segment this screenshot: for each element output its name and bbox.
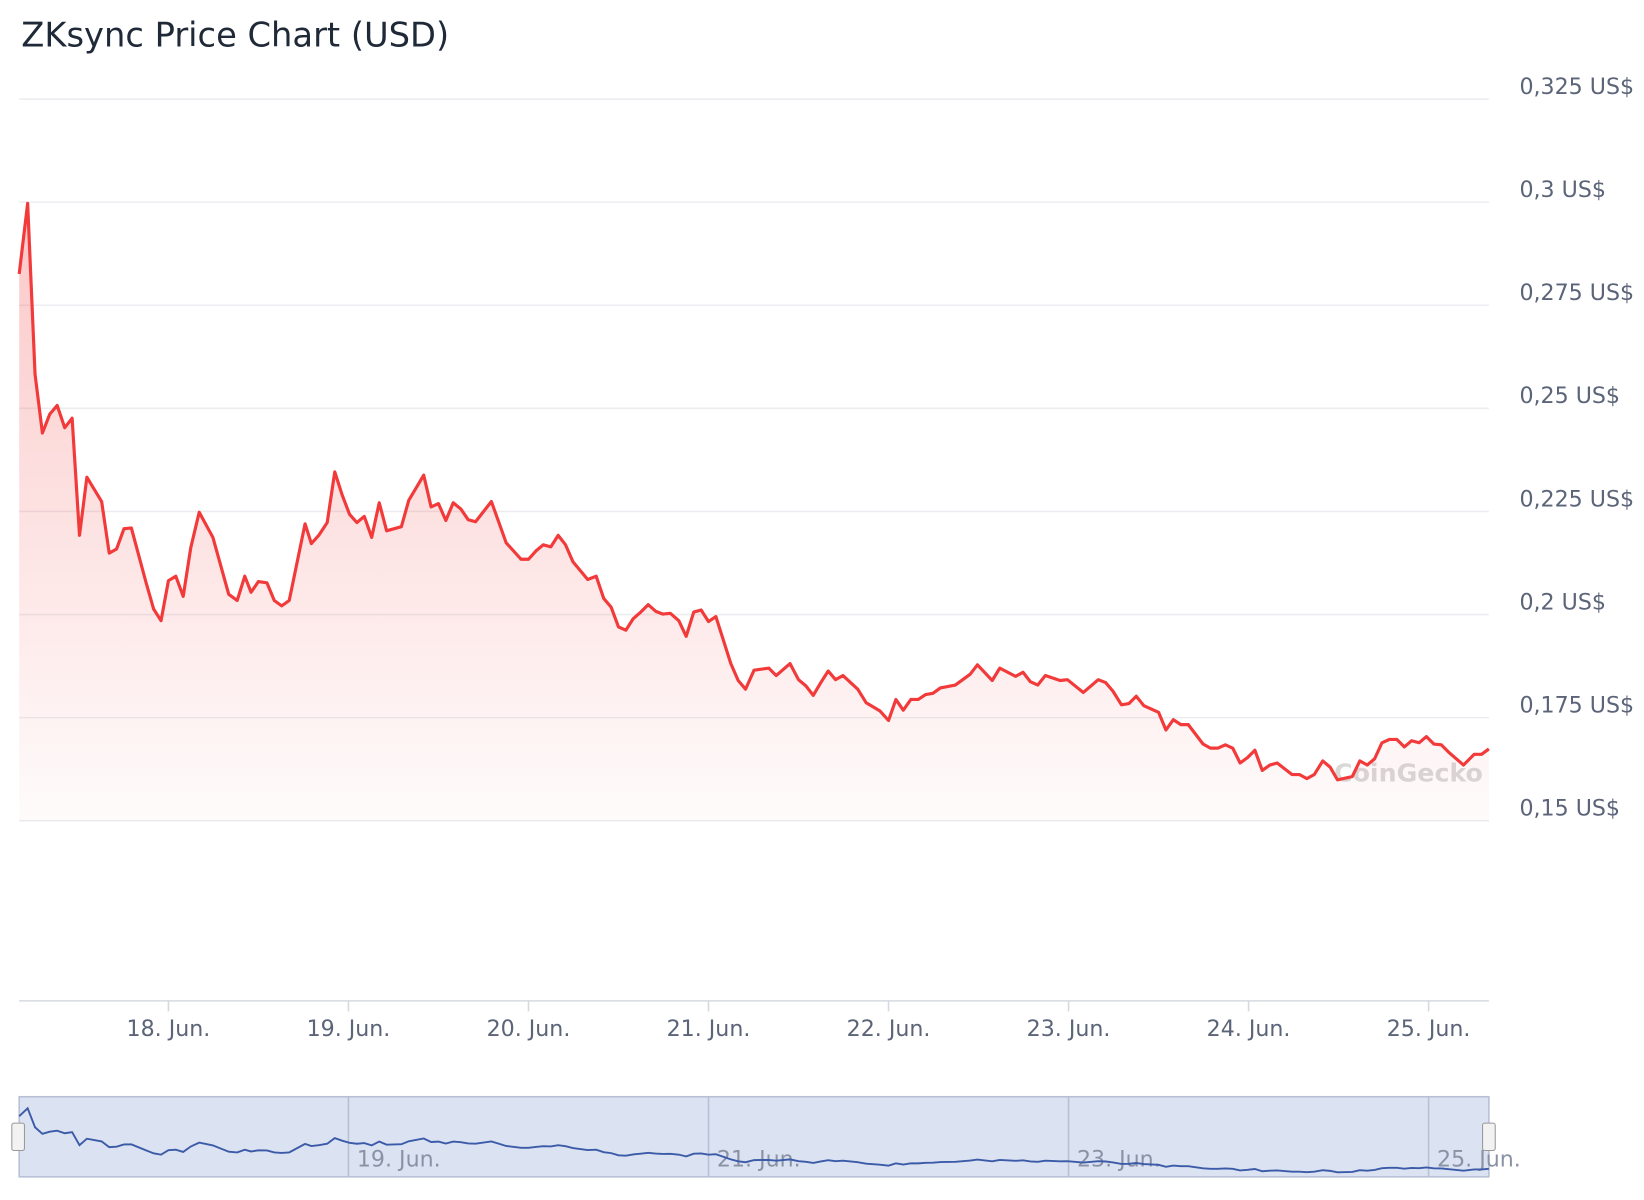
x-tick-label: 19. Jun. — [307, 1016, 391, 1042]
x-axis: 18. Jun. 19. Jun. 20. Jun. 21. Jun. 22. Jun.… — [127, 1000, 1471, 1042]
x-tick-label: 25. Jun. — [1387, 1016, 1471, 1042]
x-tick-label: 21. Jun. — [667, 1016, 751, 1042]
y-tick-label: 0,225 US$ — [1519, 486, 1634, 512]
y-tick-label: 0,2 US$ — [1519, 589, 1605, 615]
y-tick-label: 0,325 US$ — [1519, 74, 1634, 100]
plot: CoinGecko — [17, 201, 1490, 821]
chart-title: ZKsync Price Chart (USD) — [21, 15, 449, 54]
navigator-tick-label: 25. Jun. — [1437, 1146, 1521, 1172]
y-tick-label: 0,275 US$ — [1519, 280, 1634, 306]
navigator-tick-label: 23. Jun. — [1077, 1146, 1161, 1172]
y-tick-label: 0,3 US$ — [1519, 177, 1605, 203]
navigator-tick-label: 19. Jun. — [357, 1146, 441, 1172]
y-tick-label: 0,15 US$ — [1519, 796, 1620, 822]
navigator-handle[interactable] — [1482, 1122, 1496, 1152]
navigator-line — [18, 1106, 1489, 1174]
area — [19, 203, 1489, 821]
price-line — [17, 201, 1490, 782]
x-tick-label: 24. Jun. — [1207, 1016, 1291, 1042]
x-tick-label: 20. Jun. — [487, 1016, 571, 1042]
navigator[interactable] — [18, 1095, 1490, 1178]
navigator-handle[interactable] — [11, 1122, 25, 1152]
y-tick-label: 0,25 US$ — [1519, 383, 1620, 409]
navigator-content: 19. Jun. 21. Jun. 23. Jun. 25. Jun. — [18, 1096, 1521, 1177]
x-tick-label: 18. Jun. — [127, 1016, 211, 1042]
y-tick-label: 0,175 US$ — [1519, 693, 1634, 719]
x-tick-label: 22. Jun. — [847, 1016, 931, 1042]
x-tick-label: 23. Jun. — [1027, 1016, 1111, 1042]
